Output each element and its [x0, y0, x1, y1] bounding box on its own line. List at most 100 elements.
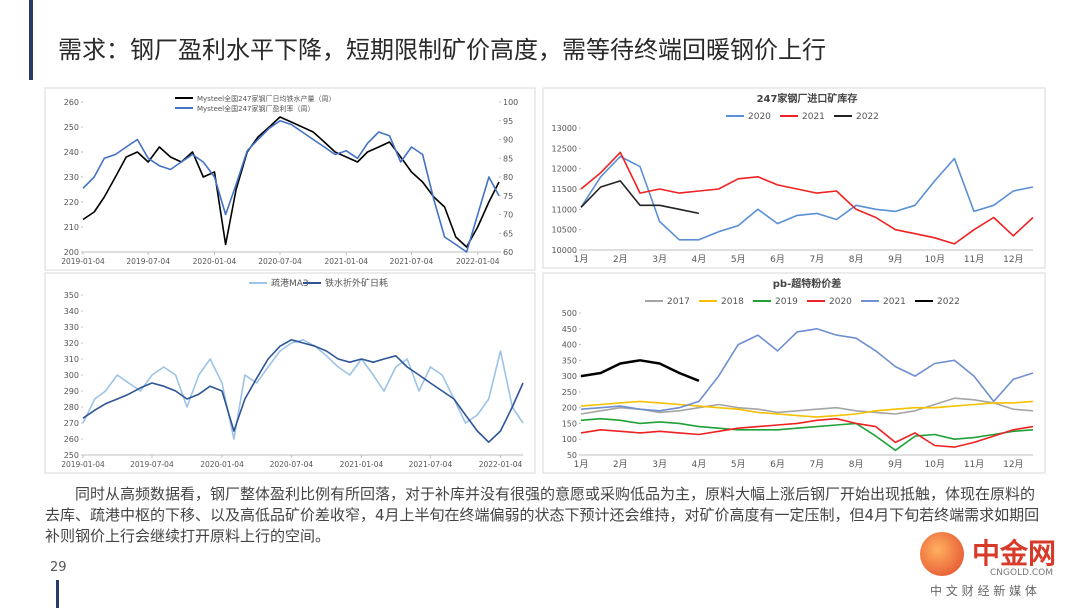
y-tick-label: 350 — [64, 291, 79, 300]
y-tick-label: 340 — [64, 307, 79, 316]
x-tick-label: 3月 — [652, 459, 667, 470]
y-tick-label: 230 — [64, 173, 79, 182]
x-tick-label: 4月 — [692, 254, 707, 265]
x-tick-label: 1月 — [574, 459, 589, 470]
series-line — [580, 155, 1034, 241]
x-tick-label: 8月 — [849, 459, 864, 470]
legend-label: 2020 — [829, 297, 852, 307]
x-tick-label: 2019-01-04 — [61, 460, 105, 469]
x-tick-label: 5月 — [731, 254, 746, 265]
panel — [44, 272, 536, 474]
slide-title: 需求：钢厂盈利水平下降，短期限制矿价高度，需等待终端回暖钢价上行 — [58, 36, 826, 64]
x-tick-label: 2019-07-04 — [126, 257, 170, 266]
y-tick-label: 12000 — [552, 165, 577, 174]
y-tick-label: 200 — [64, 248, 79, 257]
y-tick-label: 210 — [64, 223, 79, 232]
legend-label: 2020 — [748, 112, 771, 122]
y-tick-label: 10000 — [552, 246, 577, 255]
y-tick-label: 10500 — [552, 226, 577, 235]
series-line — [82, 339, 524, 440]
x-tick-label: 2022-01-04 — [456, 257, 500, 266]
logo-icon — [920, 532, 964, 576]
series-line — [82, 339, 524, 443]
y-tick-label: 300 — [64, 371, 79, 380]
series-line — [580, 359, 700, 382]
y-tick-label: 220 — [64, 198, 79, 207]
y-tick-label: 260 — [64, 435, 79, 444]
x-tick-label: 7月 — [809, 254, 824, 265]
y-tick-label: 300 — [562, 372, 577, 381]
y2-tick-label: 95 — [503, 117, 513, 126]
panel — [44, 87, 536, 271]
x-tick-label: 5月 — [731, 459, 746, 470]
y-tick-label: 250 — [64, 123, 79, 132]
x-tick-label: 6月 — [770, 254, 785, 265]
legend-label: 2018 — [721, 297, 744, 307]
legend-label: Mysteel全国247家钢厂日均铁水产量（周） — [197, 94, 336, 103]
x-tick-label: 4月 — [692, 459, 707, 470]
y-tick-label: 280 — [64, 403, 79, 412]
series-line — [82, 116, 500, 248]
y-tick-label: 11000 — [552, 205, 577, 214]
x-tick-label: 3月 — [652, 254, 667, 265]
legend-label: 铁水折外矿日耗 — [325, 277, 388, 289]
chart-title: 247家钢厂进口矿库存 — [757, 92, 858, 105]
x-tick-label: 11月 — [964, 459, 984, 470]
x-tick-label: 12月 — [1003, 254, 1023, 265]
series-line — [580, 180, 700, 215]
y-tick-label: 330 — [64, 323, 79, 332]
x-tick-label: 2022-01-04 — [479, 460, 523, 469]
panel — [542, 272, 1046, 474]
x-tick-label: 2021-01-04 — [324, 257, 368, 266]
y-tick-label: 240 — [64, 148, 79, 157]
x-tick-label: 2月 — [613, 459, 628, 470]
legend-label: 2022 — [856, 112, 879, 122]
x-tick-label: 2019-01-04 — [61, 257, 105, 266]
body-text: 同时从高频数据看，钢厂整体盈利比例有所回落，对于补库并没有很强的意愿或采购低品为… — [45, 485, 1040, 545]
x-tick-label: 2021-07-04 — [390, 257, 434, 266]
y2-tick-label: 80 — [503, 173, 513, 182]
y-tick-label: 12500 — [552, 144, 577, 153]
y-tick-label: 13000 — [552, 124, 577, 133]
x-tick-label: 9月 — [888, 254, 903, 265]
x-tick-label: 1月 — [574, 254, 589, 265]
x-tick-label: 2020-01-04 — [200, 460, 244, 469]
x-tick-label: 10月 — [925, 254, 945, 265]
y2-tick-label: 75 — [503, 192, 513, 201]
legend-label: 2019 — [775, 297, 798, 307]
x-tick-label: 10月 — [925, 459, 945, 470]
x-tick-label: 2月 — [613, 254, 628, 265]
y-tick-label: 260 — [64, 98, 79, 107]
legend-label: 2021 — [802, 112, 825, 122]
y-tick-label: 11500 — [552, 185, 577, 194]
legend-label: 2022 — [937, 297, 960, 307]
y-tick-label: 270 — [64, 419, 79, 428]
y-tick-label: 250 — [562, 388, 577, 397]
x-tick-label: 12月 — [1003, 459, 1023, 470]
series-line — [580, 417, 1034, 452]
series-line — [82, 120, 500, 253]
y2-tick-label: 100 — [503, 98, 518, 107]
series-line — [580, 400, 1034, 418]
x-tick-label: 2019-07-04 — [130, 460, 174, 469]
y-tick-label: 320 — [64, 339, 79, 348]
x-tick-label: 2021-01-04 — [340, 460, 384, 469]
legend-label: Mysteel全国247家钢厂盈利率（周） — [197, 104, 315, 113]
y2-tick-label: 90 — [503, 136, 513, 145]
x-tick-label: 2020-07-04 — [258, 257, 302, 266]
y-tick-label: 200 — [562, 404, 577, 413]
watermark-name: 中金网 — [972, 537, 1057, 570]
y-tick-label: 100 — [562, 435, 577, 444]
y-tick-label: 350 — [562, 356, 577, 365]
watermark-domain: CNGOLD.COM — [990, 568, 1054, 578]
x-tick-label: 11月 — [964, 254, 984, 265]
x-tick-label: 6月 — [770, 459, 785, 470]
accent-bar — [56, 580, 59, 608]
y-tick-label: 250 — [64, 451, 79, 460]
legend-label: 疏港MA3 — [271, 277, 309, 289]
y-tick-label: 150 — [562, 419, 577, 428]
series-line — [580, 417, 1034, 448]
x-tick-label: 2020-07-04 — [270, 460, 314, 469]
